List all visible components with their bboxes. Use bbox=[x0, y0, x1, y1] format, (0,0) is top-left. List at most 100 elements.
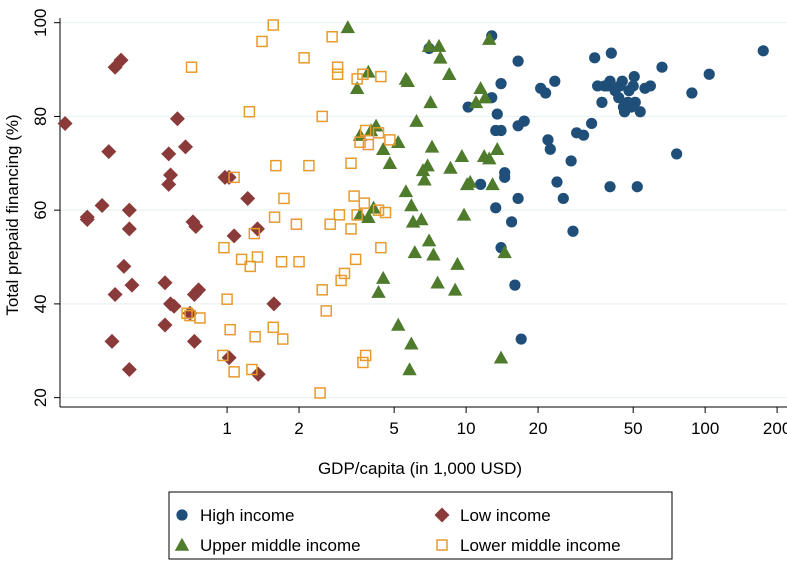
point-high-income bbox=[586, 117, 598, 130]
point-upper-middle-income bbox=[402, 362, 417, 376]
point-lower-middle-income bbox=[277, 333, 289, 345]
x-axis-title: GDP/capita (in 1,000 USD) bbox=[318, 459, 522, 478]
point-lower-middle-income bbox=[218, 241, 230, 254]
point-upper-middle-income bbox=[433, 50, 448, 64]
point-high-income bbox=[616, 75, 628, 87]
point-upper-middle-income bbox=[391, 317, 406, 331]
point-high-income bbox=[506, 216, 518, 228]
point-lower-middle-income bbox=[372, 127, 385, 139]
point-low-income bbox=[94, 197, 110, 213]
point-lower-middle-income bbox=[384, 134, 396, 146]
x-tick-label: 1 bbox=[222, 419, 231, 438]
point-low-income bbox=[163, 167, 179, 183]
point-upper-middle-income bbox=[352, 207, 368, 221]
point-high-income bbox=[631, 181, 643, 193]
point-upper-middle-income bbox=[421, 233, 437, 247]
x-tick-label: 2 bbox=[294, 419, 303, 438]
point-upper-middle-income bbox=[485, 177, 500, 191]
point-upper-middle-income bbox=[450, 256, 465, 270]
point-lower-middle-income bbox=[275, 255, 288, 268]
point-high-income bbox=[596, 96, 608, 108]
point-upper-middle-income bbox=[431, 38, 447, 52]
point-high-income bbox=[644, 80, 656, 92]
point-upper-middle-income bbox=[409, 113, 424, 127]
x-tick-label: 10 bbox=[457, 419, 476, 438]
point-high-income bbox=[542, 134, 554, 146]
x-tick-label: 100 bbox=[691, 419, 719, 438]
point-high-income bbox=[757, 45, 769, 57]
point-upper-middle-income bbox=[497, 245, 512, 259]
point-upper-middle-income bbox=[447, 282, 463, 296]
point-high-income bbox=[625, 101, 637, 113]
point-upper-middle-income bbox=[349, 81, 365, 95]
point-upper-middle-income bbox=[462, 174, 478, 188]
point-upper-middle-income bbox=[426, 247, 441, 261]
point-lower-middle-income bbox=[379, 206, 392, 219]
point-high-income bbox=[557, 192, 569, 205]
point-upper-middle-income bbox=[376, 270, 391, 284]
point-upper-middle-income bbox=[482, 31, 497, 45]
point-high-income bbox=[512, 55, 524, 67]
point-low-income bbox=[226, 228, 242, 244]
point-low-income bbox=[107, 287, 123, 303]
point-lower-middle-income bbox=[267, 19, 279, 31]
point-high-income bbox=[499, 167, 511, 179]
point-high-income bbox=[604, 75, 616, 87]
point-upper-middle-income bbox=[430, 275, 445, 289]
point-upper-middle-income bbox=[404, 336, 419, 350]
point-lower-middle-income bbox=[185, 61, 198, 73]
point-high-income bbox=[686, 87, 698, 99]
legend-marker-low-income bbox=[434, 507, 450, 523]
point-high-income bbox=[671, 148, 683, 160]
point-lower-middle-income bbox=[228, 366, 240, 378]
point-upper-middle-income bbox=[490, 142, 505, 155]
point-lower-middle-income bbox=[375, 70, 387, 83]
point-lower-middle-income bbox=[278, 192, 290, 205]
point-high-income bbox=[613, 92, 625, 104]
legend-label-low-income: Low income bbox=[460, 506, 551, 525]
point-lower-middle-income bbox=[268, 211, 281, 223]
point-lower-middle-income bbox=[351, 209, 363, 221]
point-high-income bbox=[539, 87, 552, 99]
point-lower-middle-income bbox=[345, 223, 357, 235]
point-upper-middle-income bbox=[424, 139, 440, 153]
point-high-income bbox=[515, 333, 527, 345]
point-lower-middle-income bbox=[331, 68, 344, 80]
point-lower-middle-income bbox=[375, 241, 387, 254]
point-lower-middle-income bbox=[316, 110, 328, 123]
point-lower-middle-income bbox=[324, 218, 336, 230]
point-upper-middle-income bbox=[477, 90, 493, 104]
point-high-income bbox=[605, 47, 617, 59]
x-tick-label: 50 bbox=[624, 419, 643, 438]
point-high-income bbox=[495, 78, 507, 90]
point-lower-middle-income bbox=[303, 159, 315, 172]
x-tick-label: 5 bbox=[389, 419, 398, 438]
point-lower-middle-income bbox=[194, 312, 206, 324]
point-high-income bbox=[589, 52, 601, 64]
point-upper-middle-income bbox=[482, 151, 497, 165]
point-high-income bbox=[656, 61, 668, 73]
point-high-income bbox=[490, 202, 502, 214]
point-low-income bbox=[121, 202, 137, 218]
data-points bbox=[57, 19, 769, 399]
point-lower-middle-income bbox=[316, 284, 328, 296]
y-axis-ticks: 20 40 60 80 100 bbox=[31, 8, 60, 407]
point-lower-middle-income bbox=[228, 171, 240, 184]
x-axis-ticks: 1 2 5 10 20 50 100 200 bbox=[222, 407, 787, 438]
point-high-income bbox=[491, 108, 503, 120]
point-upper-middle-income bbox=[443, 160, 458, 174]
point-upper-middle-income bbox=[423, 95, 438, 109]
point-lower-middle-income bbox=[345, 157, 357, 170]
y-axis-title: Total prepaid financing (%) bbox=[3, 114, 22, 315]
point-low-income bbox=[178, 139, 194, 155]
point-lower-middle-income bbox=[357, 356, 369, 369]
point-high-income bbox=[604, 181, 616, 193]
point-lower-middle-income bbox=[335, 274, 347, 287]
point-upper-middle-income bbox=[376, 142, 391, 155]
x-tick-label: 200 bbox=[763, 419, 787, 438]
legend-label-lower-middle-income: Lower middle income bbox=[460, 536, 621, 555]
point-high-income bbox=[509, 279, 521, 291]
point-low-income bbox=[166, 298, 182, 314]
point-low-income bbox=[113, 52, 129, 68]
legend-marker-high-income bbox=[176, 509, 188, 521]
